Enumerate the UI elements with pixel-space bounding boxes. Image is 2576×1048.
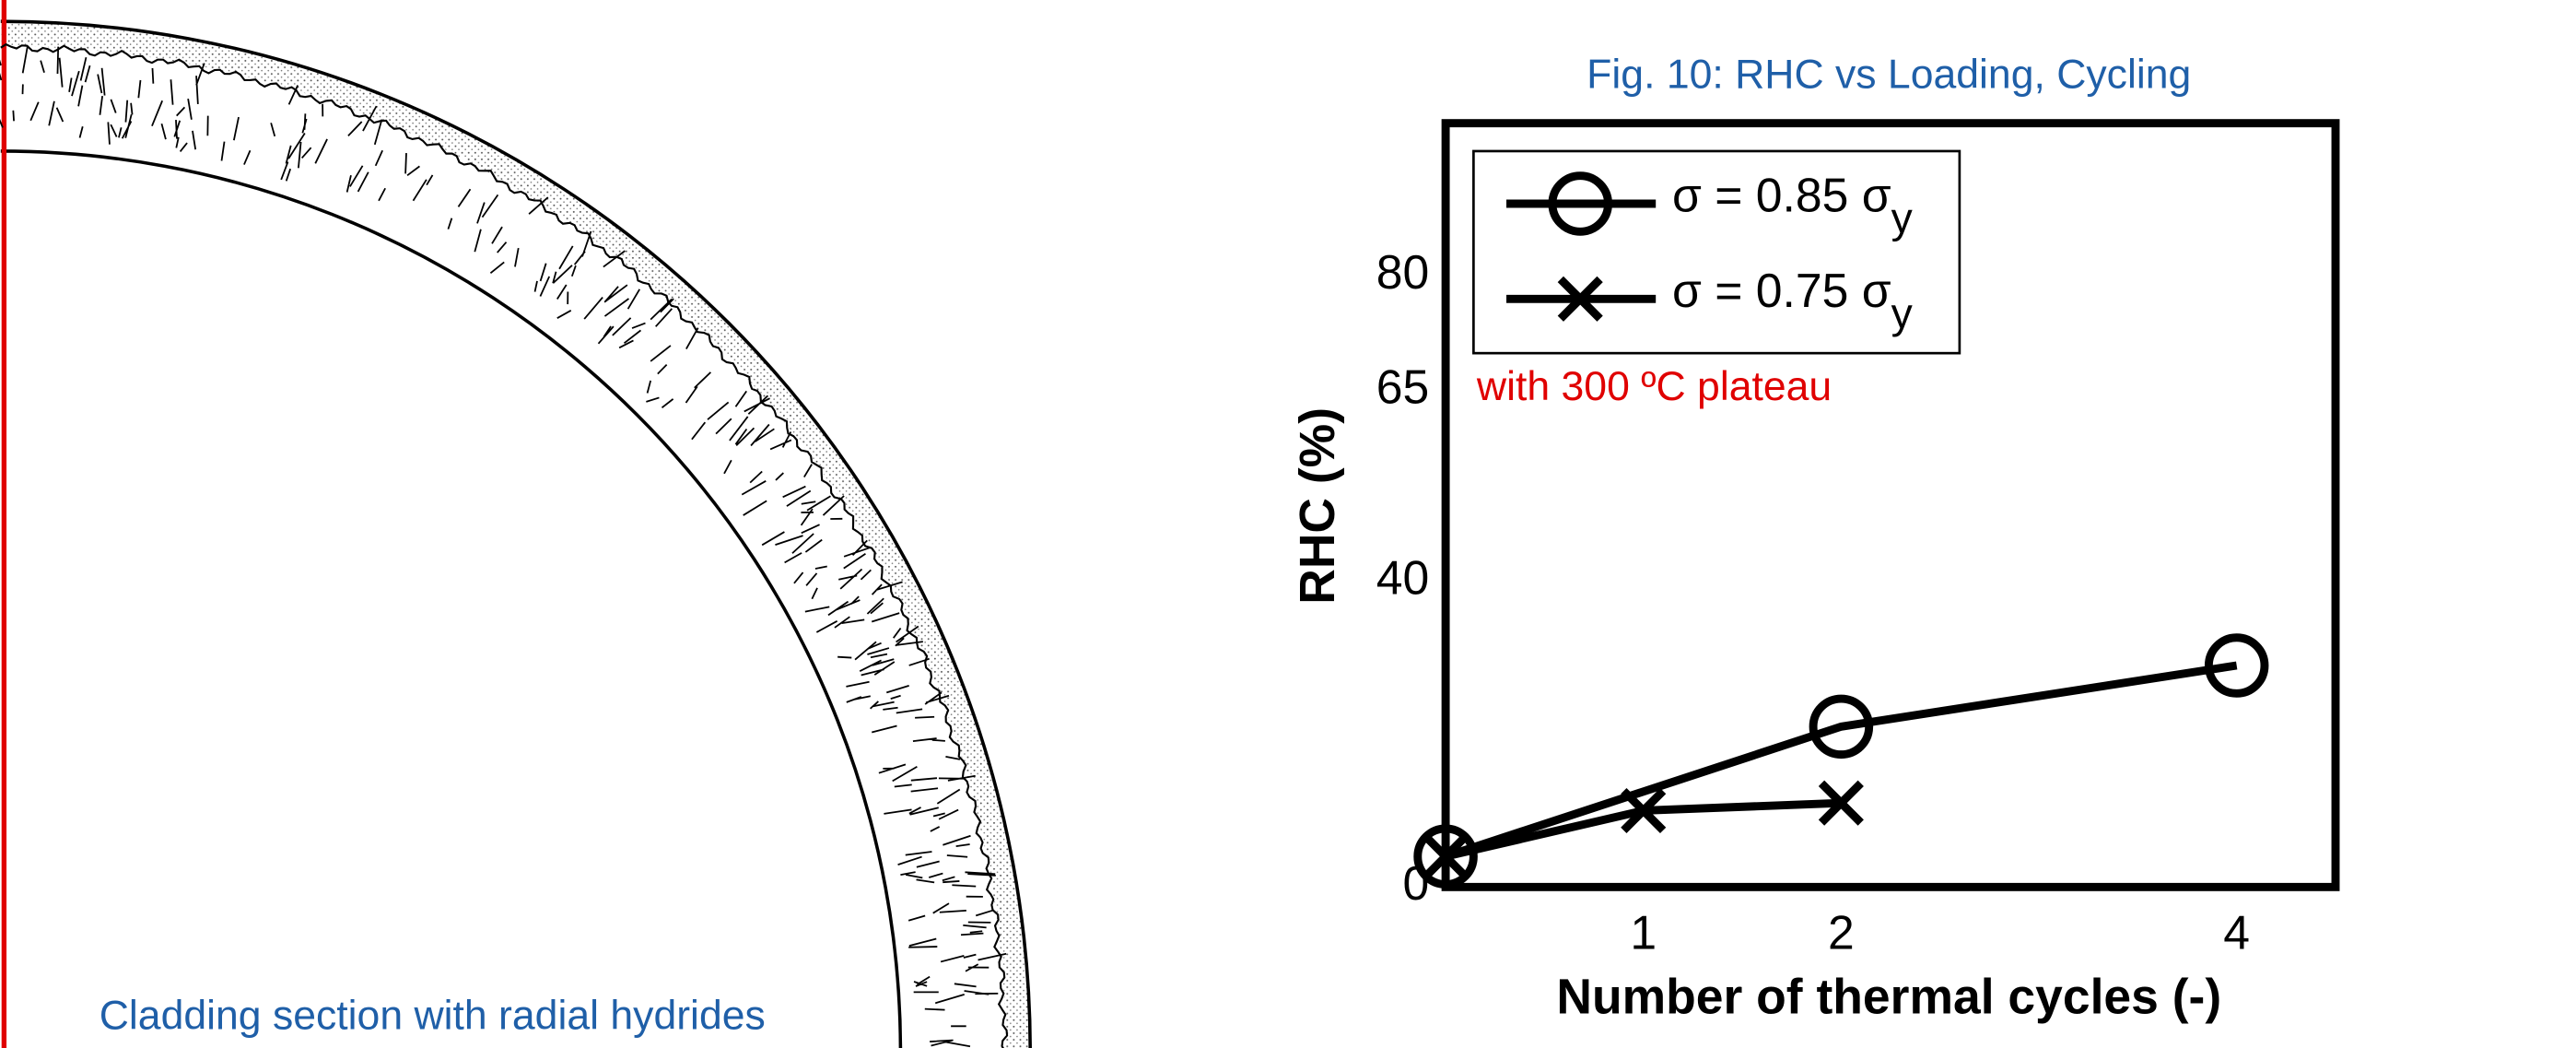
- y-tick-label: 80: [1376, 245, 1429, 299]
- y-axis-label: RHC (%): [1291, 407, 1345, 605]
- x-tick-label: 1: [1630, 905, 1657, 959]
- inner-wall: [1, 151, 901, 1048]
- chart-title: Fig. 10: RHC vs Loading, Cycling: [1587, 53, 2191, 98]
- page: Cladding section with radial hydrides Fi…: [0, 0, 2576, 1048]
- chart: Fig. 10: RHC vs Loading, Cycling04065801…: [1291, 53, 2336, 1025]
- annotation: with 300 ºC plateau: [1476, 364, 1832, 409]
- x-tick-label: 2: [1828, 905, 1855, 959]
- y-tick-label: 65: [1376, 359, 1429, 413]
- hydrides: [0, 45, 1006, 1046]
- caption: Cladding section with radial hydrides: [100, 994, 766, 1039]
- x-tick-label: 4: [2223, 905, 2250, 959]
- cladding-drawing: [0, 0, 1030, 1048]
- x-axis-label: Number of thermal cycles (-): [1556, 970, 2221, 1024]
- oxide-band: [1, 21, 1030, 1048]
- oxide-front: [1, 44, 1007, 1048]
- y-tick-label: 40: [1376, 551, 1429, 605]
